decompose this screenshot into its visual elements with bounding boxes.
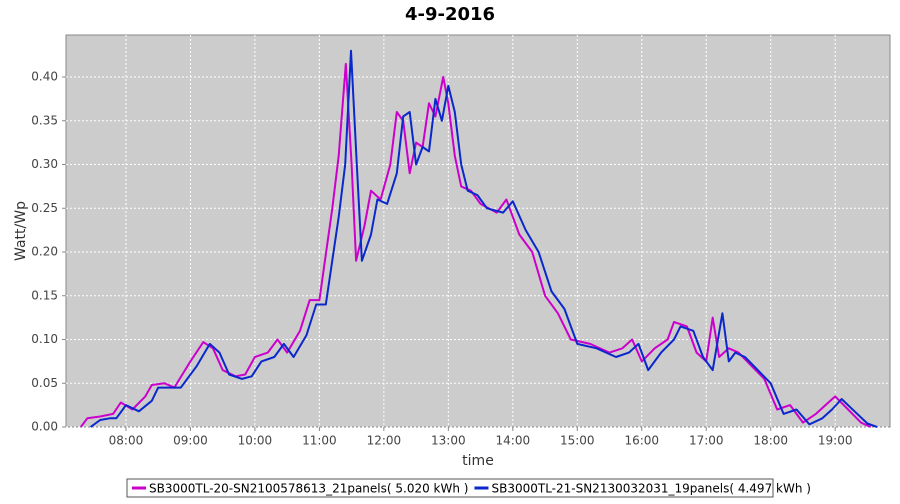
x-tick-label: 17:00 bbox=[689, 434, 724, 448]
x-tick-label: 16:00 bbox=[624, 434, 659, 448]
legend-label: SB3000TL-20-SN2100578613_21panels( 5.020… bbox=[149, 482, 468, 496]
x-tick-label: 13:00 bbox=[431, 434, 466, 448]
y-tick-label: 0.20 bbox=[31, 245, 58, 259]
series-line bbox=[89, 49, 878, 428]
plot-area bbox=[65, 34, 891, 428]
x-tick-label: 09:00 bbox=[173, 434, 208, 448]
y-axis-label: Watt/Wp bbox=[13, 201, 29, 261]
x-tick-label: 12:00 bbox=[367, 434, 402, 448]
y-tick-label: 0.40 bbox=[31, 70, 58, 84]
y-tick-label: 0.25 bbox=[31, 201, 58, 215]
y-tick-label: 0.30 bbox=[31, 157, 58, 171]
x-tick-label: 19:00 bbox=[818, 434, 853, 448]
y-tick-label: 0.10 bbox=[31, 332, 58, 346]
y-tick-label: 0.15 bbox=[31, 288, 58, 302]
x-tick-label: 14:00 bbox=[496, 434, 531, 448]
x-tick-label: 15:00 bbox=[560, 434, 595, 448]
y-tick-label: 0.35 bbox=[31, 113, 58, 127]
x-tick-label: 10:00 bbox=[238, 434, 273, 448]
chart-title: 4-9-2016 bbox=[405, 4, 495, 25]
x-tick-label: 08:00 bbox=[109, 434, 144, 448]
legend bbox=[126, 478, 774, 498]
x-axis-label: time bbox=[462, 453, 494, 469]
x-tick-label: 11:00 bbox=[302, 434, 337, 448]
y-tick-label: 0.00 bbox=[31, 420, 58, 434]
x-tick-label: 18:00 bbox=[753, 434, 788, 448]
series-line bbox=[79, 62, 872, 428]
y-tick-label: 0.05 bbox=[31, 376, 58, 390]
legend-label: SB3000TL-21-SN2130032031_19panels( 4.497… bbox=[491, 482, 810, 496]
